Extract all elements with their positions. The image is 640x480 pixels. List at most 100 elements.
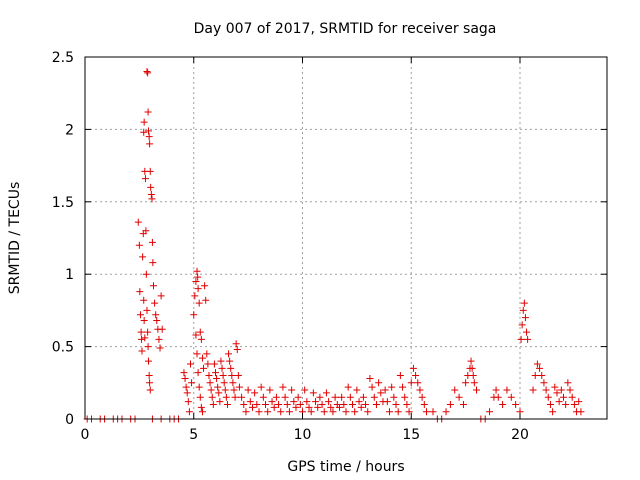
data-point	[275, 401, 283, 409]
grid-lines	[85, 57, 607, 419]
data-point	[521, 314, 529, 322]
data-point	[307, 408, 315, 416]
x-tick-label: 10	[294, 427, 312, 443]
data-point	[218, 364, 226, 372]
plot-frame	[84, 56, 608, 420]
data-point	[235, 383, 243, 391]
data-point	[193, 350, 201, 358]
data-point	[422, 408, 430, 416]
data-point	[242, 408, 250, 416]
data-point	[212, 369, 219, 377]
data-point	[353, 386, 361, 394]
data-point	[136, 311, 144, 319]
data-point	[407, 379, 415, 387]
data-point	[257, 383, 265, 391]
data-point	[414, 379, 422, 387]
data-point	[146, 140, 154, 148]
data-point	[364, 408, 372, 416]
data-point	[519, 306, 527, 314]
data-point	[296, 401, 304, 409]
data-point	[344, 383, 352, 391]
data-point	[520, 299, 528, 307]
data-point	[142, 270, 150, 278]
data-point	[196, 393, 204, 401]
data-point	[195, 383, 203, 391]
data-point	[220, 379, 228, 387]
data-point	[147, 191, 155, 199]
data-point	[386, 408, 393, 416]
data-point	[255, 408, 263, 416]
data-point	[340, 401, 348, 409]
data-point	[223, 401, 231, 409]
data-point	[264, 408, 272, 416]
data-point	[355, 398, 363, 406]
y-tick-label: 1	[65, 267, 74, 283]
tick-labels: 0 5 10 15 20 0 0.5 1 1.5 2 2.5	[52, 50, 529, 443]
data-point	[149, 259, 157, 267]
data-point	[240, 401, 248, 409]
data-point	[196, 328, 204, 336]
data-point	[555, 398, 563, 406]
data-point	[144, 328, 152, 336]
data-point	[221, 386, 229, 394]
data-point	[322, 389, 330, 397]
data-point	[536, 364, 544, 372]
data-point	[148, 195, 156, 203]
data-point	[248, 403, 256, 411]
data-point	[231, 393, 239, 401]
data-point	[518, 321, 526, 329]
data-point	[446, 401, 454, 409]
data-point	[213, 374, 221, 382]
data-point	[277, 408, 285, 416]
y-tick-label: 0.5	[52, 340, 74, 356]
data-point	[394, 408, 402, 416]
data-point	[195, 299, 203, 307]
data-point	[198, 408, 206, 416]
data-point	[418, 393, 426, 401]
data-point	[234, 372, 242, 380]
data-point	[190, 311, 198, 319]
data-point	[182, 383, 190, 391]
data-point	[357, 403, 365, 411]
data-point	[329, 408, 337, 416]
data-point	[141, 334, 149, 342]
data-point	[138, 347, 146, 355]
data-point	[202, 296, 210, 304]
data-point	[228, 372, 236, 380]
data-point	[546, 401, 554, 409]
data-point	[451, 386, 459, 394]
data-point	[557, 386, 565, 394]
data-point	[147, 183, 155, 191]
data-point	[349, 401, 357, 409]
data-point	[227, 364, 235, 372]
data-point	[180, 369, 188, 377]
data-point	[201, 282, 209, 290]
data-point	[325, 398, 333, 406]
data-point	[200, 364, 208, 372]
data-point	[459, 401, 467, 409]
data-point	[551, 383, 559, 391]
data-point	[564, 379, 572, 387]
data-point	[146, 379, 154, 387]
data-point	[312, 398, 320, 406]
data-point	[268, 398, 276, 406]
data-point	[283, 401, 291, 409]
data-point	[145, 357, 153, 365]
data-point	[362, 401, 370, 409]
data-point	[512, 401, 520, 409]
data-point	[136, 288, 144, 296]
axis-ticks	[84, 56, 607, 420]
y-tick-label: 2.5	[52, 50, 74, 66]
data-point	[192, 277, 200, 285]
data-point	[538, 372, 546, 380]
data-point	[409, 364, 417, 372]
data-point	[209, 401, 217, 409]
data-point	[135, 241, 143, 249]
data-point	[577, 408, 585, 416]
data-point	[396, 372, 404, 380]
data-point	[251, 389, 259, 397]
data-point	[215, 389, 223, 397]
data-point	[529, 386, 537, 394]
data-point	[517, 335, 525, 343]
data-point	[262, 401, 270, 409]
